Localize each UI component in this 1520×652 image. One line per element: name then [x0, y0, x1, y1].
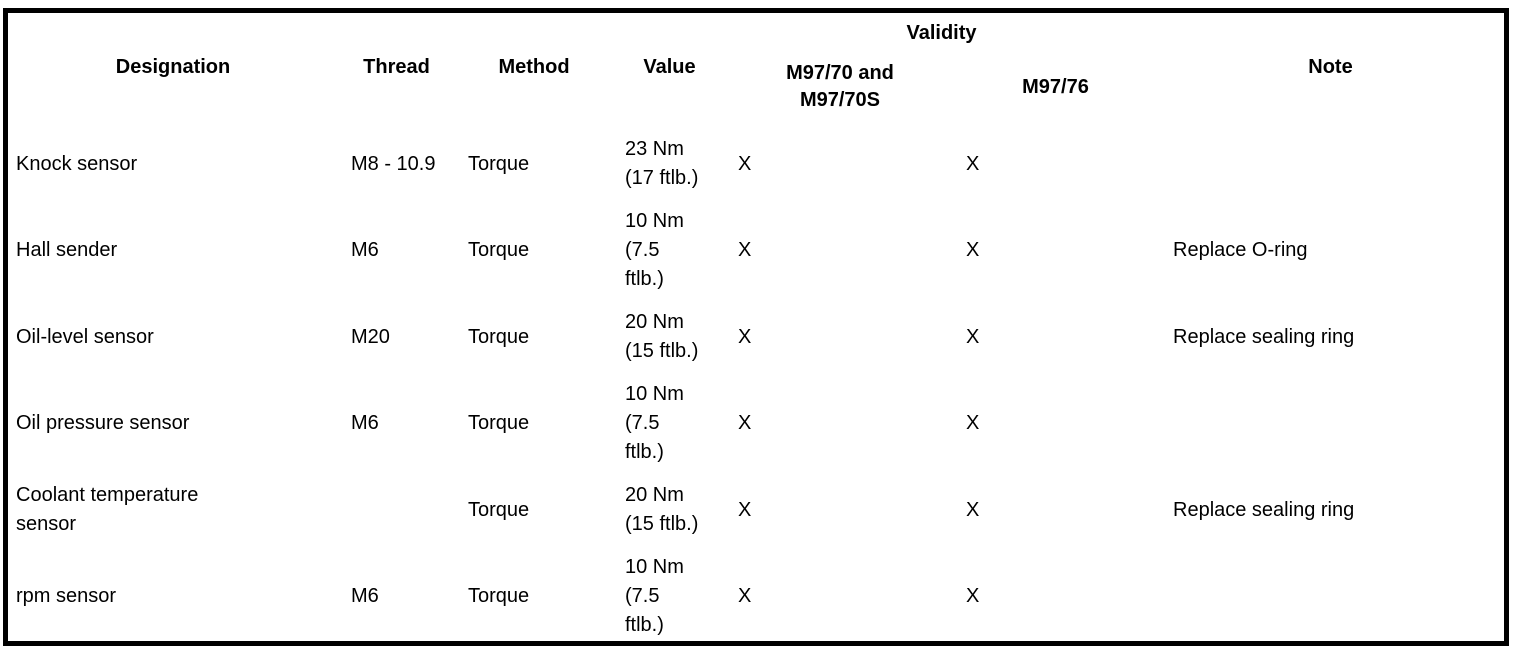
- column-header-thread: Thread: [363, 55, 430, 78]
- cell-value: 23 Nm (17 ftlb.): [625, 138, 699, 189]
- cell-thread: M20: [351, 325, 390, 348]
- table-row-oil-level-sensor: Oil-level sensor M20 Torque 20 Nm (15 ft…: [8, 294, 1504, 380]
- cell-designation: Hall sender: [16, 239, 118, 261]
- column-header-value: Value: [643, 55, 696, 78]
- header-row-sub: M97/70 and M97/70S M97/76: [8, 53, 1504, 121]
- column-header-note: Note: [1308, 55, 1353, 78]
- cell-note: [1157, 121, 1504, 207]
- cell-validity-m97-76: X: [966, 152, 980, 175]
- cell-thread: M6: [351, 585, 379, 607]
- cell-thread: M6: [351, 239, 379, 261]
- cell-method: Torque: [468, 412, 530, 434]
- cell-value: 10 Nm (7.5 ftlb.): [625, 556, 684, 636]
- spec-table-frame: Designation Thread Method Value Validity…: [3, 8, 1509, 646]
- table-row-knock-sensor: Knock sensor M8 - 10.9 Torque 23 Nm (17 …: [8, 121, 1504, 207]
- cell-validity-m97-76: X: [966, 325, 980, 348]
- cell-note: Replace sealing ring: [1173, 498, 1355, 521]
- cell-value: 20 Nm (15 ftlb.): [625, 484, 699, 535]
- cell-thread: M8 - 10.9: [351, 152, 436, 175]
- cell-method: Torque: [468, 585, 530, 607]
- cell-validity-m97-76: X: [966, 239, 980, 261]
- column-header-validity-group: Validity: [906, 21, 977, 44]
- table-row-hall-sender: Hall sender M6 Torque 10 Nm (7.5 ftlb.) …: [8, 207, 1504, 294]
- cell-value: 10 Nm (7.5 ftlb.): [625, 210, 684, 290]
- cell-note: Replace O-ring: [1173, 239, 1308, 261]
- column-header-m97-76: M97/76: [1022, 75, 1089, 98]
- cell-method: Torque: [468, 325, 530, 348]
- cell-designation: Oil-level sensor: [16, 325, 154, 348]
- header-row-top: Designation Thread Method Value Validity…: [8, 13, 1504, 78]
- cell-method: Torque: [468, 498, 530, 521]
- cell-validity-m97-70: X: [738, 498, 752, 521]
- column-header-designation: Designation: [115, 55, 231, 78]
- cell-validity-m97-76: X: [966, 585, 980, 607]
- table-row-coolant-temperature-sensor: Coolant temperature sensor Torque 20 Nm …: [8, 467, 1504, 553]
- column-header-m97-70-and-70s: M97/70 and M97/70S: [786, 62, 894, 111]
- cell-validity-m97-70: X: [738, 239, 752, 261]
- cell-thread: [338, 467, 455, 553]
- column-header-method: Method: [498, 55, 570, 78]
- cell-note: Replace sealing ring: [1173, 325, 1355, 348]
- cell-validity-m97-70: X: [738, 152, 752, 175]
- cell-designation: Knock sensor: [16, 152, 138, 175]
- cell-designation: rpm sensor: [16, 585, 117, 607]
- cell-method: Torque: [468, 152, 530, 175]
- cell-validity-m97-70: X: [738, 585, 752, 607]
- torque-spec-table: Designation Thread Method Value Validity…: [8, 13, 1504, 640]
- cell-note: [1157, 553, 1504, 640]
- cell-value: 10 Nm (7.5 ftlb.): [625, 383, 684, 463]
- cell-designation: Oil pressure sensor: [16, 412, 190, 434]
- table-row-rpm-sensor: rpm sensor M6 Torque 10 Nm (7.5 ftlb.) X…: [8, 553, 1504, 640]
- cell-thread: M6: [351, 412, 379, 434]
- cell-method: Torque: [468, 239, 530, 261]
- cell-note: [1157, 380, 1504, 467]
- cell-validity-m97-70: X: [738, 412, 752, 434]
- cell-validity-m97-76: X: [966, 412, 980, 434]
- cell-designation: Coolant temperature sensor: [16, 484, 199, 535]
- cell-validity-m97-70: X: [738, 325, 752, 348]
- cell-validity-m97-76: X: [966, 498, 980, 521]
- table-row-oil-pressure-sensor: Oil pressure sensor M6 Torque 10 Nm (7.5…: [8, 380, 1504, 467]
- cell-value: 20 Nm (15 ftlb.): [625, 311, 699, 362]
